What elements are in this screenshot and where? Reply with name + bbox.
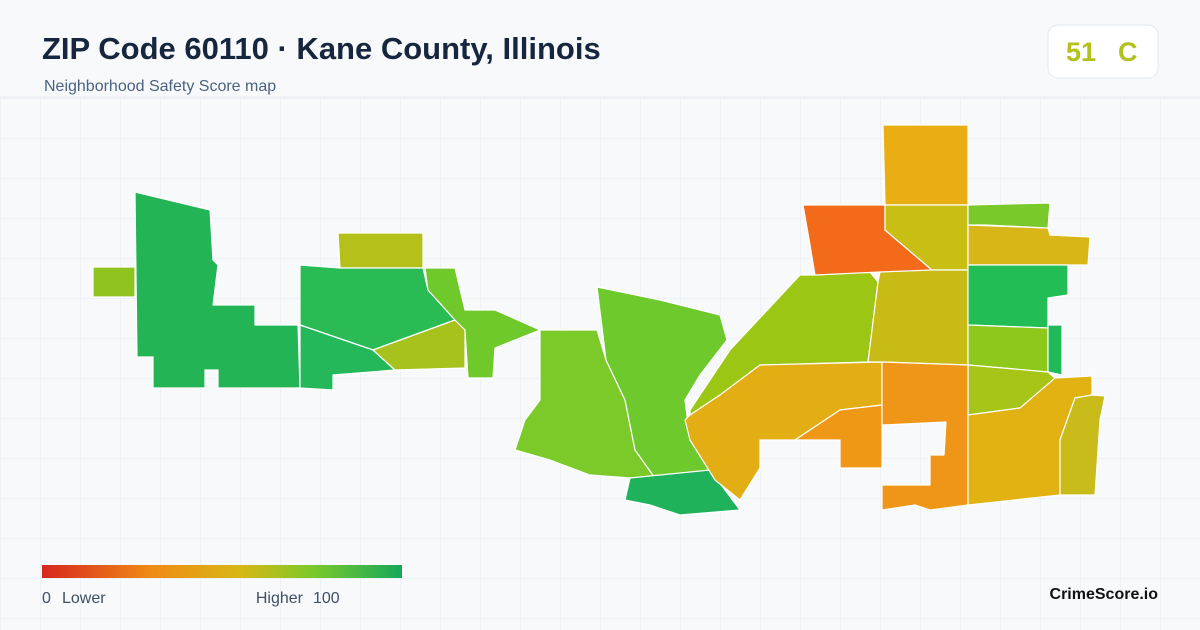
legend-max-label: Higher [256,590,304,607]
region [967,202,1051,229]
score-grade: C [1118,37,1138,67]
region [372,319,466,371]
region [684,361,883,501]
region [867,269,969,366]
map [92,124,1106,516]
title: ZIP Code 60110 · Kane County, Illinois [42,31,601,66]
region [92,266,136,298]
region [1047,324,1063,376]
region [337,232,424,269]
legend-min-label: Lower [62,590,106,607]
brand: CrimeScore.io [1050,586,1159,603]
subtitle: Neighborhood Safety Score map [44,78,276,95]
score-box [1047,24,1159,79]
region [967,324,1049,373]
region [882,124,969,206]
region [424,267,541,379]
legend-max: 100 [313,590,340,607]
region [794,404,883,469]
score-value: 51 [1066,37,1096,67]
legend-gradient [42,565,402,578]
legend-min: 0 [42,590,51,607]
region [1059,394,1106,496]
